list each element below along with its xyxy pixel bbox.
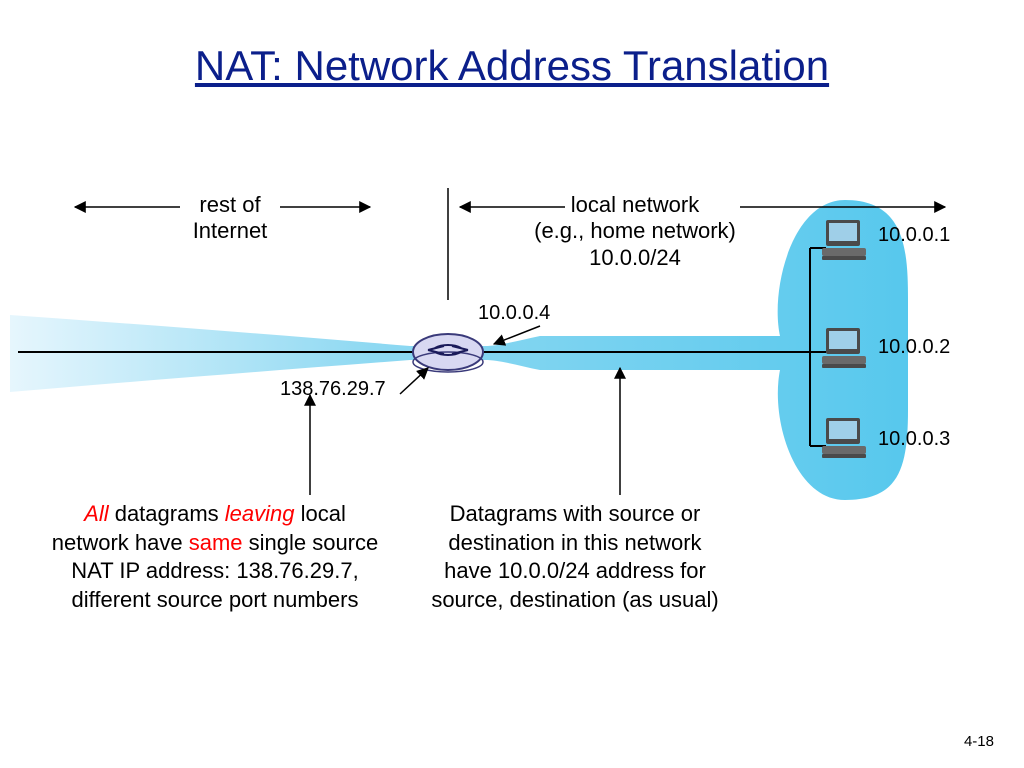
left-caption-leaving: leaving xyxy=(225,501,295,526)
router-internal-ip: 10.0.0.4 xyxy=(478,302,550,325)
right-caption-l2: destination in this network xyxy=(448,530,701,555)
right-caption-l1: Datagrams with source or xyxy=(450,501,701,526)
host-icon-1 xyxy=(822,220,866,260)
local-network-line2: (e.g., home network) xyxy=(534,218,736,243)
host3-ip: 10.0.0.3 xyxy=(878,428,950,451)
router-external-ip: 138.76.29.7 xyxy=(280,378,386,401)
host-icon-3 xyxy=(822,418,866,458)
left-caption-seg1: datagrams xyxy=(109,501,225,526)
host2-ip: 10.0.0.2 xyxy=(878,336,950,359)
right-caption-l4: source, destination (as usual) xyxy=(431,587,718,612)
local-network-line1: local network xyxy=(571,192,699,217)
rest-of-internet-line1: rest of xyxy=(199,192,260,217)
right-caption-l3: have 10.0.0/24 address for xyxy=(444,558,706,583)
rest-of-internet-line2: Internet xyxy=(193,218,268,243)
rest-of-internet-label: rest of Internet xyxy=(150,192,310,245)
slide-number: 4-18 xyxy=(964,733,994,750)
left-caption-seg4: single source xyxy=(243,530,379,555)
router-icon xyxy=(413,334,483,372)
left-caption-same: same xyxy=(189,530,243,555)
slide-stage: NAT: Network Address Translation xyxy=(0,0,1024,768)
left-caption-seg2: local xyxy=(294,501,345,526)
left-caption: All datagrams leaving local network have… xyxy=(40,500,390,614)
local-network-label: local network (e.g., home network) 10.0.… xyxy=(515,192,755,271)
left-caption-all: All xyxy=(84,501,108,526)
local-network-line3: 10.0.0/24 xyxy=(589,245,681,270)
left-caption-seg3: network have xyxy=(52,530,189,555)
host1-ip: 10.0.0.1 xyxy=(878,224,950,247)
right-caption: Datagrams with source or destination in … xyxy=(405,500,745,614)
host-icon-2 xyxy=(822,328,866,368)
left-caption-seg6: different source port numbers xyxy=(72,587,359,612)
left-caption-seg5: NAT IP address: 138.76.29.7, xyxy=(71,558,358,583)
network-diagram xyxy=(0,0,1024,768)
